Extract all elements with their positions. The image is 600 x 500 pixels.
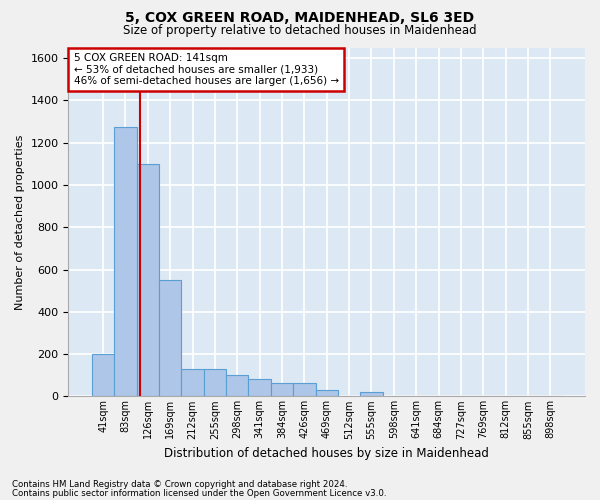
Bar bbox=[360, 392, 383, 396]
Bar bbox=[226, 375, 248, 396]
Y-axis label: Number of detached properties: Number of detached properties bbox=[15, 134, 25, 310]
Bar bbox=[316, 390, 338, 396]
Bar bbox=[137, 164, 159, 396]
Bar bbox=[181, 369, 204, 396]
Bar bbox=[271, 382, 293, 396]
Bar bbox=[248, 380, 271, 396]
Text: 5 COX GREEN ROAD: 141sqm
← 53% of detached houses are smaller (1,933)
46% of sem: 5 COX GREEN ROAD: 141sqm ← 53% of detach… bbox=[74, 52, 338, 86]
Bar bbox=[114, 127, 137, 396]
Text: Contains HM Land Registry data © Crown copyright and database right 2024.: Contains HM Land Registry data © Crown c… bbox=[12, 480, 347, 489]
Bar bbox=[159, 280, 181, 396]
Bar bbox=[204, 369, 226, 396]
Text: Contains public sector information licensed under the Open Government Licence v3: Contains public sector information licen… bbox=[12, 489, 386, 498]
Text: 5, COX GREEN ROAD, MAIDENHEAD, SL6 3ED: 5, COX GREEN ROAD, MAIDENHEAD, SL6 3ED bbox=[125, 11, 475, 25]
Text: Size of property relative to detached houses in Maidenhead: Size of property relative to detached ho… bbox=[123, 24, 477, 37]
Bar bbox=[92, 354, 114, 397]
X-axis label: Distribution of detached houses by size in Maidenhead: Distribution of detached houses by size … bbox=[164, 447, 489, 460]
Bar bbox=[293, 382, 316, 396]
